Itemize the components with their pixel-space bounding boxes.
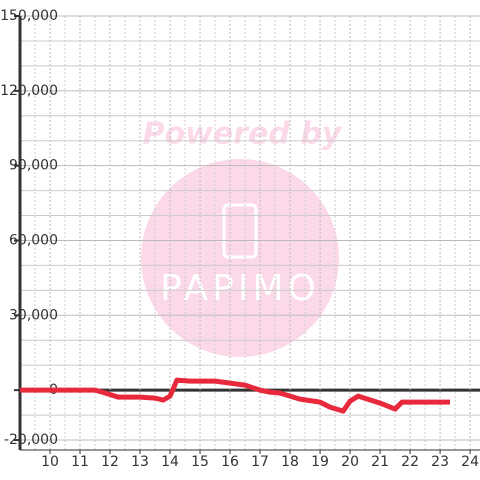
x-tick-label: 14 (161, 454, 179, 470)
y-tick-label: 150,000 (0, 8, 58, 24)
x-tick-label: 24 (461, 454, 479, 470)
x-tick-label: 15 (191, 454, 209, 470)
x-tick-label: 21 (371, 454, 389, 470)
y-tick-label: -20,000 (4, 432, 58, 448)
x-tick-label: 10 (41, 454, 59, 470)
y-tick-label: 30,000 (9, 307, 58, 323)
x-tick-label: 20 (341, 454, 359, 470)
y-tick-label: 60,000 (9, 232, 58, 248)
watermark-text: Powered by (143, 117, 343, 152)
watermark-phone (222, 203, 258, 259)
watermark-logo: PAPIMO (160, 268, 320, 309)
x-tick-label: 23 (431, 454, 449, 470)
x-tick-label: 22 (401, 454, 419, 470)
x-tick-label: 16 (221, 454, 239, 470)
x-tick-label: 19 (311, 454, 329, 470)
y-tick-label: 120,000 (0, 83, 58, 99)
x-tick-label: 11 (71, 454, 89, 470)
x-tick-label: 12 (101, 454, 119, 470)
y-tick-label: 90,000 (9, 158, 58, 174)
x-tick-label: 13 (131, 454, 149, 470)
line (20, 377, 450, 414)
watermark: Powered by PAPIMO (141, 117, 343, 357)
x-tick-label: 17 (251, 454, 269, 470)
x-tick-label: 18 (281, 454, 299, 470)
